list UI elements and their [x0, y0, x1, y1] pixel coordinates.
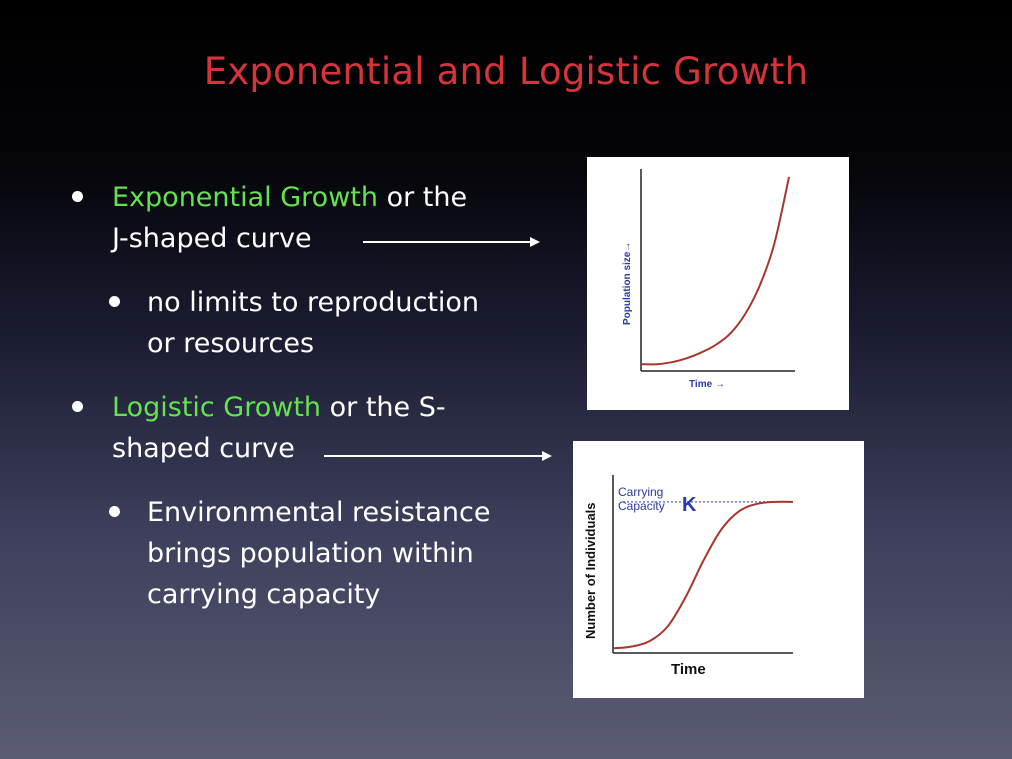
- logistic-growth-term: Logistic Growth: [112, 392, 322, 423]
- sub-bullet-no-limits: no limits to reproduction or resources: [109, 282, 480, 364]
- logistic-chart: Carrying Capacity K Time Number of Indiv…: [583, 475, 795, 678]
- x-axis-label: Time: [671, 661, 706, 678]
- arrow-to-exponential-chart: [363, 236, 540, 248]
- bullet-exponential: Exponential Growth or the J-shaped curve: [72, 177, 468, 259]
- bullet-dot: [72, 191, 83, 202]
- y-axis-label: Population size→: [622, 242, 633, 325]
- bullet-text: Environmental resistance: [147, 497, 491, 528]
- series-line-logistic: [613, 500, 794, 650]
- x-axis-label: Time →: [689, 379, 725, 390]
- arrow-to-logistic-chart: [324, 450, 552, 462]
- bullet-dot: [109, 296, 120, 307]
- bullet-logistic: Logistic Growth or the S- shaped curve: [72, 387, 446, 469]
- bullet-text: carrying capacity: [147, 579, 381, 610]
- arrow-head-icon: [542, 451, 552, 461]
- sub-bullet-environmental-resistance: Environmental resistance brings populati…: [109, 492, 491, 615]
- arrow-head-icon: [530, 237, 540, 247]
- bullet-text: or resources: [147, 328, 315, 359]
- exponential-growth-term: Exponential Growth: [112, 182, 378, 213]
- exponential-chart-panel: Time → Population size→: [587, 157, 849, 410]
- series-line-exponential: [641, 176, 790, 366]
- exponential-chart: Time → Population size→: [622, 169, 795, 390]
- y-axis-label: Number of Individuals: [583, 502, 598, 639]
- logistic-chart-panel: Carrying Capacity K Time Number of Indiv…: [573, 441, 864, 698]
- bullet-list: Exponential Growth or the J-shaped curve…: [72, 177, 552, 615]
- bullet-text: J-shaped curve: [112, 223, 312, 254]
- slide-title: Exponential and Logistic Growth: [203, 50, 809, 93]
- bullet-dot: [72, 401, 83, 412]
- carrying-capacity-label: Capacity: [618, 499, 665, 513]
- bullet-text: no limits to reproduction: [147, 287, 480, 318]
- carrying-capacity-label: Carrying: [618, 485, 663, 499]
- bullet-text: brings population within: [147, 538, 474, 569]
- bullet-text: shaped curve: [112, 433, 295, 464]
- bullet-text: or the S-: [321, 392, 446, 423]
- bullet-text: or the: [377, 182, 468, 213]
- bullet-dot: [109, 506, 120, 517]
- carrying-capacity-symbol: K: [682, 494, 697, 516]
